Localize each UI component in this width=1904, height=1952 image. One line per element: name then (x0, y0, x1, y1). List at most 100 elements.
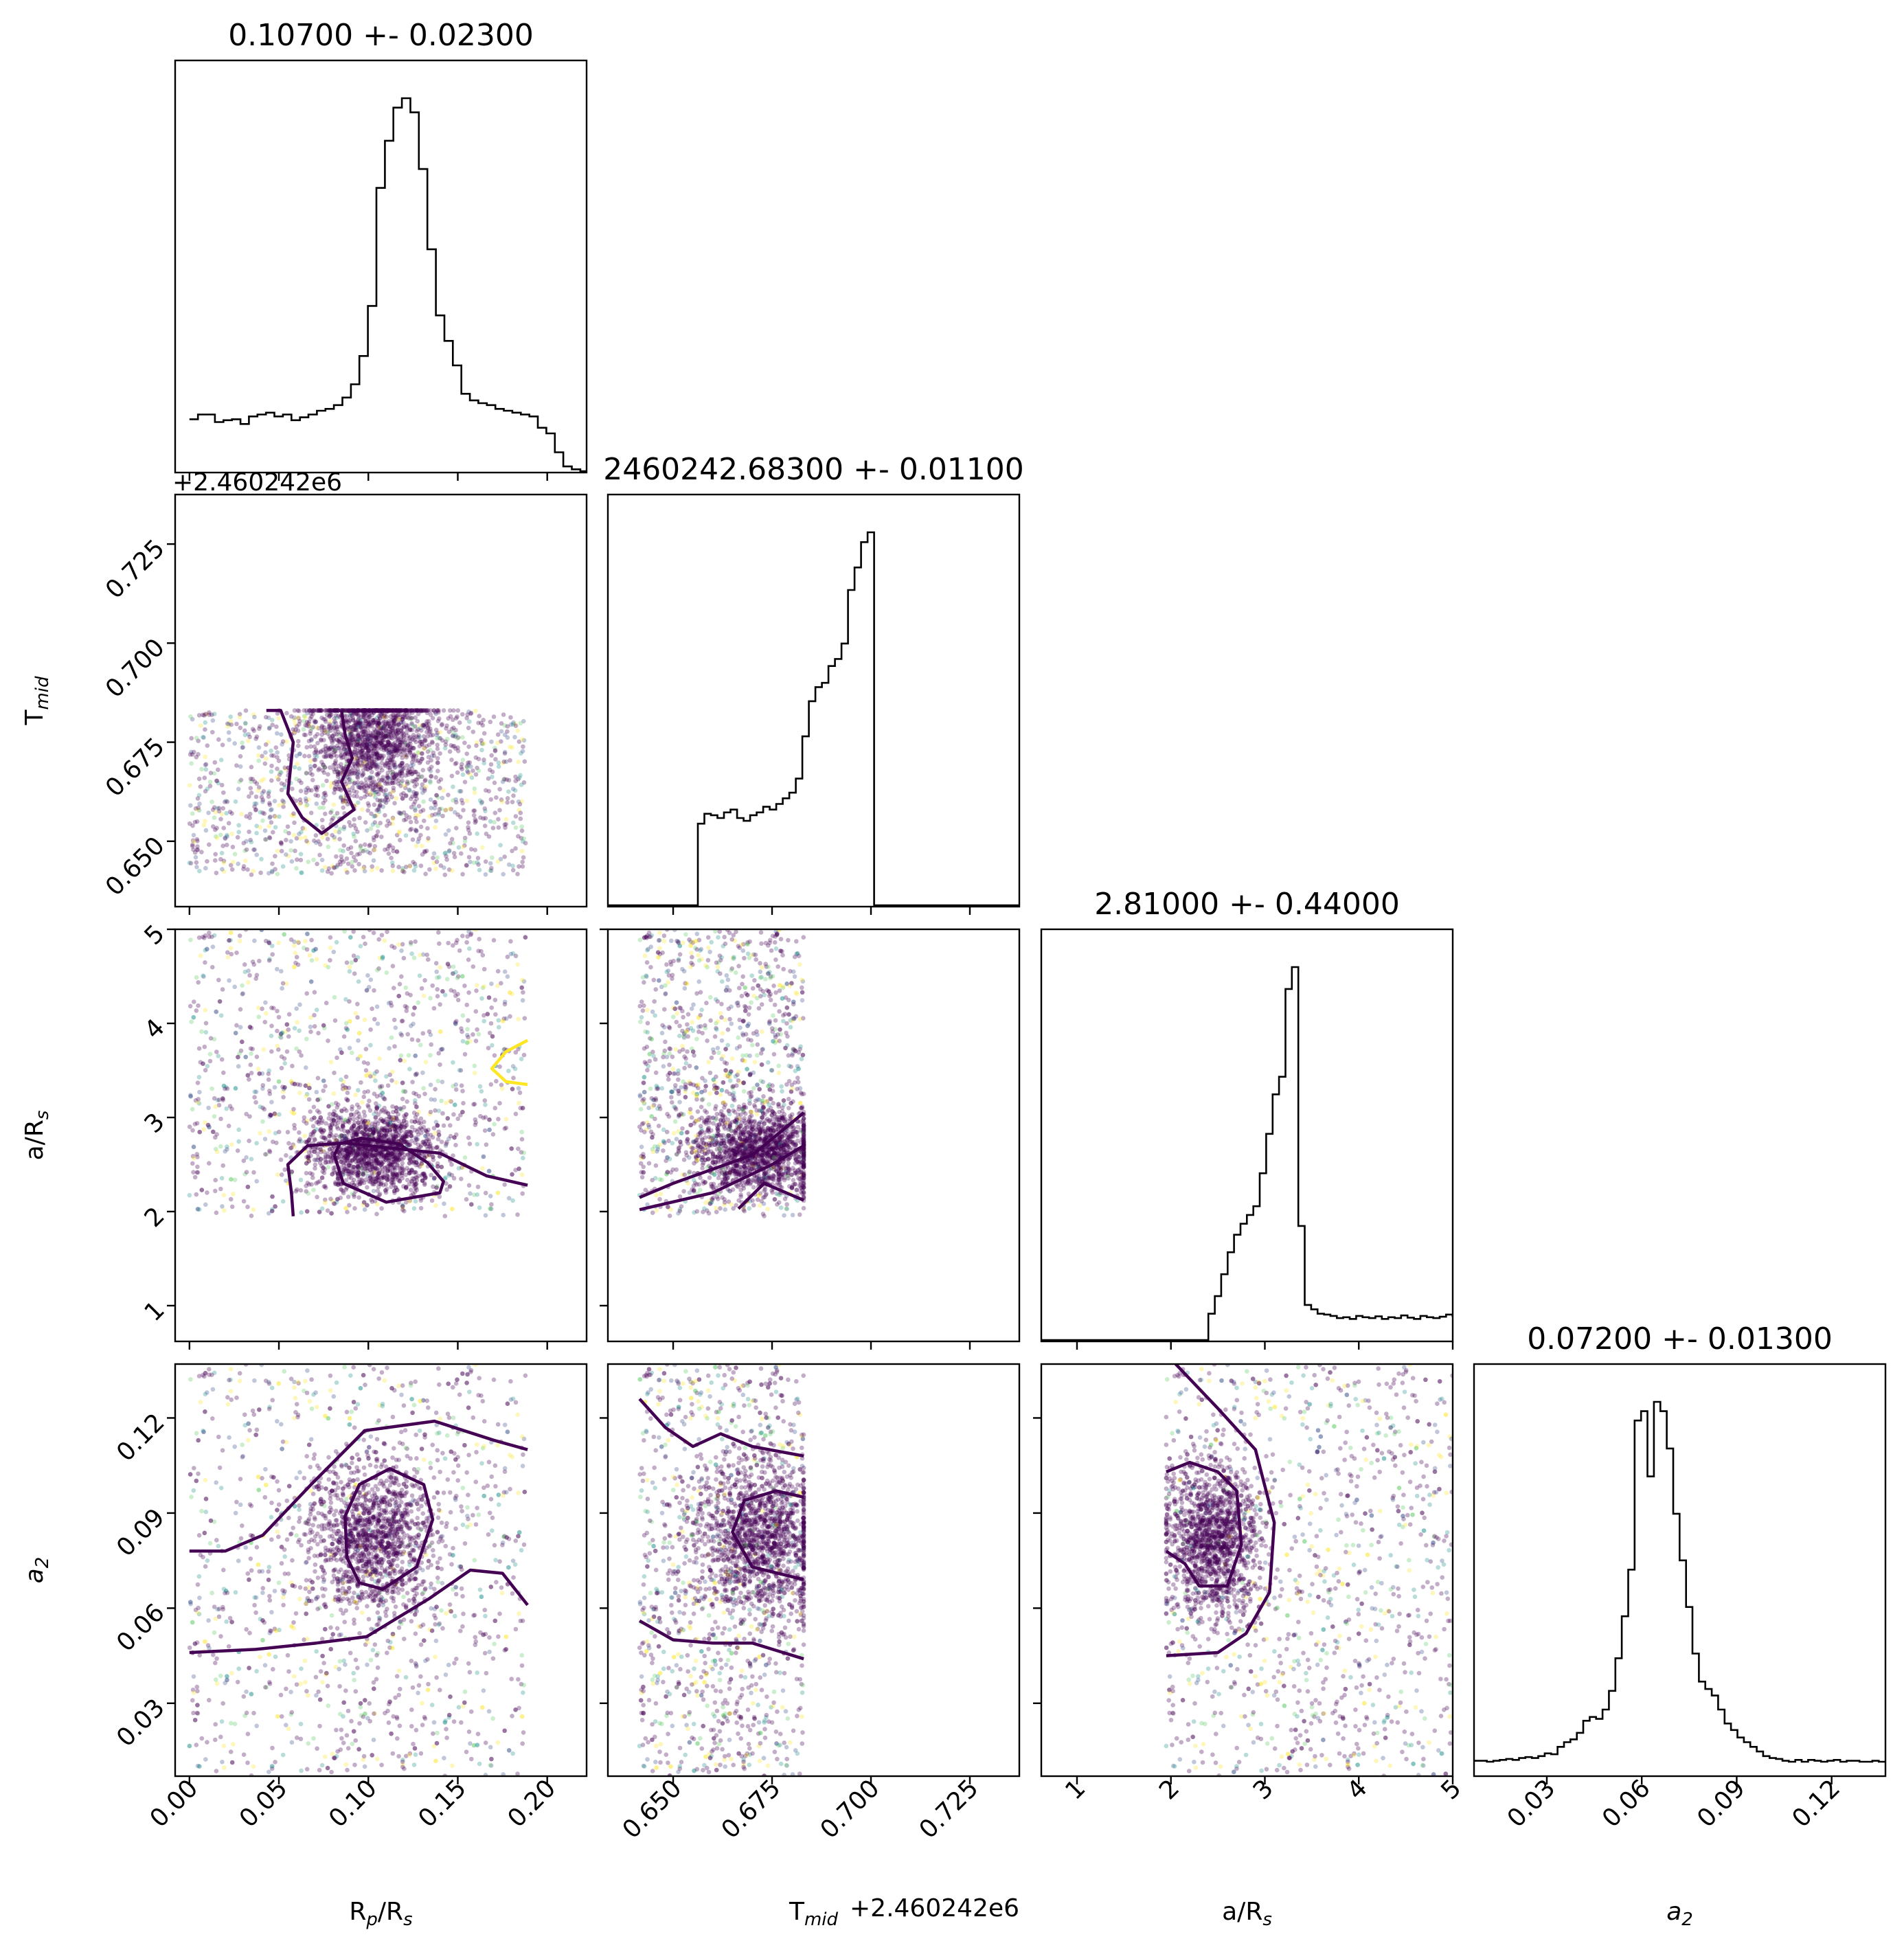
point (203, 1021, 209, 1025)
point (392, 722, 397, 727)
point (354, 708, 359, 713)
point (191, 1144, 196, 1150)
point (352, 1206, 357, 1211)
point (411, 802, 416, 807)
point (356, 1031, 362, 1036)
point (414, 791, 420, 796)
point (406, 742, 411, 747)
point (363, 1154, 369, 1159)
point (400, 796, 405, 801)
point (496, 1117, 501, 1122)
point (497, 1100, 502, 1106)
point (212, 1114, 217, 1119)
point (361, 1094, 366, 1100)
point (377, 740, 382, 745)
point (281, 799, 286, 805)
point (241, 1199, 247, 1204)
point (443, 739, 449, 744)
point (187, 861, 192, 865)
point (377, 741, 382, 747)
point (468, 764, 473, 769)
point (408, 940, 413, 945)
point (281, 804, 286, 809)
point (367, 722, 372, 727)
point (352, 771, 357, 776)
point (387, 1127, 393, 1133)
point (319, 723, 325, 729)
point (359, 754, 364, 760)
point (203, 767, 209, 772)
point (413, 808, 418, 813)
point (457, 720, 462, 725)
point (480, 953, 486, 957)
point (328, 718, 333, 724)
point (205, 786, 210, 791)
point (387, 736, 392, 740)
point (235, 1148, 240, 1153)
point (329, 1211, 334, 1216)
point (398, 740, 403, 745)
point (339, 749, 343, 754)
point (376, 778, 382, 782)
point (447, 1184, 453, 1189)
point (392, 1044, 397, 1049)
point (335, 863, 340, 867)
point (389, 728, 394, 734)
point (226, 1124, 231, 1128)
point (383, 728, 388, 733)
point (365, 719, 370, 724)
point (413, 769, 418, 775)
point (350, 717, 356, 723)
point (328, 728, 333, 734)
point (505, 796, 510, 801)
point (242, 732, 248, 738)
point (328, 726, 332, 731)
point (455, 749, 461, 753)
point (511, 1076, 516, 1080)
point (383, 1109, 389, 1114)
point (388, 708, 394, 713)
point (385, 708, 389, 713)
point (391, 754, 396, 759)
point (403, 708, 408, 713)
point (390, 860, 395, 865)
point (345, 1210, 350, 1214)
point (420, 768, 426, 773)
point (367, 708, 372, 713)
point (367, 708, 372, 714)
point (451, 717, 455, 723)
point (236, 1054, 240, 1060)
point (384, 708, 389, 713)
point (326, 844, 331, 850)
point (247, 1077, 251, 1082)
point (411, 752, 416, 757)
point (407, 1067, 412, 1071)
point (219, 1176, 225, 1181)
point (195, 1155, 200, 1159)
point (312, 1115, 317, 1120)
point (350, 737, 356, 742)
point (376, 781, 382, 786)
point (264, 837, 269, 842)
point (353, 720, 358, 725)
point (219, 1057, 225, 1062)
point (367, 708, 373, 713)
point (385, 795, 389, 799)
point (248, 837, 253, 843)
point (229, 1142, 234, 1147)
point (505, 729, 510, 734)
point (385, 733, 389, 738)
point (374, 708, 379, 713)
point (321, 1023, 326, 1028)
point (348, 718, 352, 723)
point (376, 1132, 382, 1137)
point (258, 1131, 262, 1136)
point (434, 1185, 439, 1190)
point (359, 1153, 364, 1158)
point (254, 1054, 260, 1059)
point (490, 1034, 495, 1039)
point (269, 870, 275, 874)
point (306, 1159, 311, 1164)
point (400, 764, 405, 769)
point (394, 1156, 398, 1161)
